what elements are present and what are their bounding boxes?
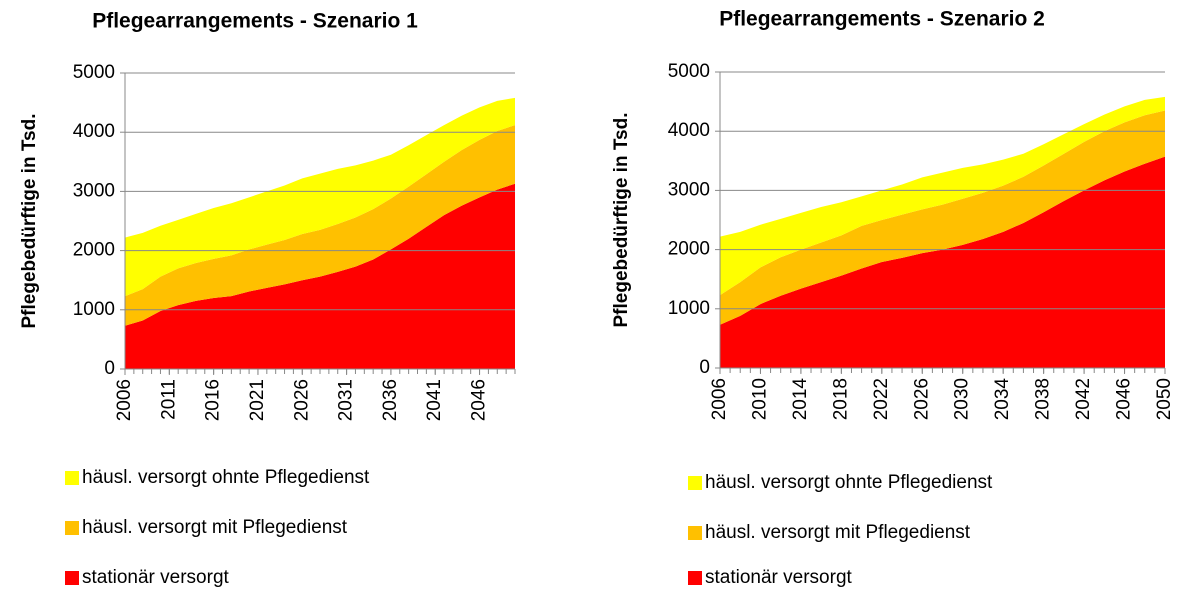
x-tick-label: 2022 xyxy=(871,378,892,420)
y-tick-label: 0 xyxy=(699,357,710,378)
x-tick-label: 2042 xyxy=(1073,378,1094,420)
x-tick-label: 2038 xyxy=(1033,378,1054,420)
area xyxy=(125,97,515,297)
y-tick-label: 1000 xyxy=(668,298,710,319)
y-axis-label: Pflegebedürftige in Tsd. xyxy=(611,113,632,328)
x-tick-label: 2026 xyxy=(911,378,932,420)
x-tick-label: 2026 xyxy=(291,379,312,421)
y-axis-label: Pflegebedürftige in Tsd. xyxy=(19,114,40,329)
legend-swatch xyxy=(688,571,702,585)
y-tick-label: 0 xyxy=(104,358,115,379)
x-tick-label: 2050 xyxy=(1154,378,1175,420)
y-tick-label: 5000 xyxy=(668,61,710,82)
y-tick-label: 1000 xyxy=(73,299,115,320)
legend-label: stationär versorgt xyxy=(82,567,230,588)
area xyxy=(720,110,1165,325)
x-tick-label: 2010 xyxy=(749,378,770,420)
x-tick-label: 2011 xyxy=(158,379,179,420)
y-tick-label: 3000 xyxy=(668,179,710,200)
legend-label: häusl. versorgt ohnte Pflegedienst xyxy=(705,472,993,493)
legend-label: häusl. versorgt ohnte Pflegedienst xyxy=(82,467,370,488)
legend-swatch xyxy=(688,526,702,540)
x-tick-label: 2018 xyxy=(830,378,851,420)
area xyxy=(125,183,515,369)
y-tick-label: 3000 xyxy=(73,180,115,201)
legend-swatch xyxy=(65,471,79,485)
x-tick-label: 2006 xyxy=(709,378,730,420)
x-tick-label: 2036 xyxy=(380,379,401,421)
x-tick-label: 2041 xyxy=(424,379,445,421)
y-tick-label: 4000 xyxy=(73,121,115,142)
y-tick-label: 2000 xyxy=(668,239,710,260)
legend-swatch xyxy=(688,476,702,490)
legend-label: stationär versorgt xyxy=(705,567,853,588)
x-tick-label: 2030 xyxy=(952,378,973,420)
area xyxy=(125,125,515,326)
legend-swatch xyxy=(65,521,79,535)
x-tick-label: 2046 xyxy=(469,379,490,421)
y-tick-label: 5000 xyxy=(73,62,115,83)
x-tick-label: 2016 xyxy=(203,379,224,421)
legend-label: häusl. versorgt mit Pflegedienst xyxy=(82,517,348,538)
x-tick-label: 2014 xyxy=(790,378,811,421)
area xyxy=(720,96,1165,296)
x-tick-label: 2006 xyxy=(114,379,135,421)
x-tick-label: 2034 xyxy=(992,378,1013,421)
x-tick-label: 2031 xyxy=(336,379,357,421)
legend-label: häusl. versorgt mit Pflegedienst xyxy=(705,522,971,543)
chart-title: Pflegearrangements - Szenario 1 xyxy=(92,10,418,33)
y-tick-label: 2000 xyxy=(73,240,115,261)
chart-title: Pflegearrangements - Szenario 2 xyxy=(719,8,1045,31)
x-tick-label: 2046 xyxy=(1114,378,1135,420)
legend-swatch xyxy=(65,571,79,585)
area xyxy=(720,156,1165,368)
x-tick-label: 2021 xyxy=(247,379,268,421)
y-tick-label: 4000 xyxy=(668,120,710,141)
